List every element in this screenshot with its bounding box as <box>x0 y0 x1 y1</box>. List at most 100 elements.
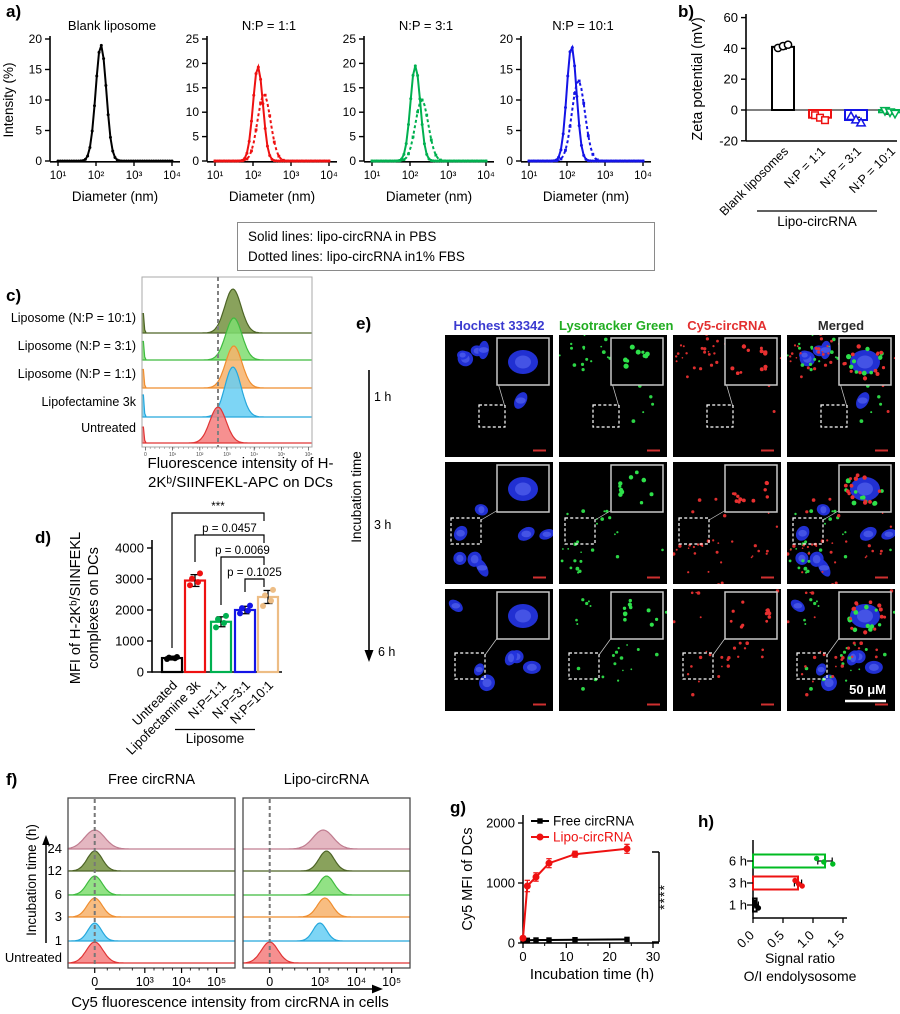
svg-text:10³: 10³ <box>283 170 300 182</box>
svg-text:20: 20 <box>500 32 514 46</box>
c-row-label: Liposome (N:P = 3:1) <box>17 339 136 353</box>
svg-text:1000: 1000 <box>486 876 515 891</box>
svg-text:10²: 10² <box>245 170 262 182</box>
svg-text:1000: 1000 <box>115 634 144 649</box>
dls-chart-1: 0 5 10 15 20 25 10¹ 10² 10³ 10⁴ Diameter (nm) N:P =… <box>186 18 338 204</box>
svg-text:2000: 2000 <box>115 603 144 618</box>
svg-text:Intensity (%): Intensity (%) <box>1 62 16 137</box>
svg-text:10²: 10² <box>402 170 419 182</box>
svg-text:O/I endolysosome: O/I endolysosome <box>744 968 857 984</box>
svg-text:10: 10 <box>500 93 514 107</box>
svg-text:Blank liposome: Blank liposome <box>68 18 156 33</box>
svg-text:20: 20 <box>602 949 616 964</box>
svg-text:0.0: 0.0 <box>734 928 757 951</box>
svg-text:10⁵: 10⁵ <box>278 452 286 458</box>
svg-text:10¹: 10¹ <box>169 452 177 458</box>
line-style-legend: Solid lines: lipo-circRNA in PBS Dotted … <box>237 222 655 272</box>
svg-text:0: 0 <box>506 154 513 168</box>
svg-text:Diameter (nm): Diameter (nm) <box>229 189 315 204</box>
svg-text:N:P = 3:1: N:P = 3:1 <box>399 18 453 33</box>
svg-text:Diameter (nm): Diameter (nm) <box>72 189 158 204</box>
legend-dotted-line: Dotted lines: lipo-circRNA in1% FBS <box>248 248 465 264</box>
svg-text:10⁶: 10⁶ <box>305 452 313 458</box>
micrograph-tile-r1c1 <box>559 462 667 584</box>
svg-text:25: 25 <box>186 32 200 46</box>
e-channel-header-hoechst: Hochest 33342 <box>453 318 545 333</box>
svg-text:Liposome: Liposome <box>186 731 245 746</box>
svg-text:10¹: 10¹ <box>521 170 538 182</box>
svg-text:0: 0 <box>144 452 147 458</box>
f-title-free: Free circRNA <box>107 772 195 788</box>
svg-text:Diameter (nm): Diameter (nm) <box>386 189 472 204</box>
svg-text:10⁴: 10⁴ <box>477 170 495 182</box>
panel-b-label: b) <box>678 2 695 21</box>
svg-text:****: **** <box>656 884 672 910</box>
f-row-label: 1 <box>54 933 62 948</box>
svg-text:Lipo-circRNA: Lipo-circRNA <box>777 214 857 229</box>
svg-text:15: 15 <box>500 63 514 77</box>
svg-text:20: 20 <box>29 32 43 46</box>
svg-text:Signal ratio: Signal ratio <box>765 950 835 966</box>
svg-text:MFI of H-2Kᵇ/SIINFEKL: MFI of H-2Kᵇ/SIINFEKL <box>68 532 84 684</box>
svg-text:60: 60 <box>724 10 738 25</box>
svg-text:1.0: 1.0 <box>794 928 817 951</box>
micrograph-tile-r0c3 <box>787 335 895 457</box>
svg-text:1 h: 1 h <box>729 898 747 913</box>
svg-text:10⁴: 10⁴ <box>347 975 366 989</box>
svg-text:10: 10 <box>559 949 573 964</box>
f-row-label: 3 <box>54 909 62 924</box>
micrograph-tile-r1c3 <box>787 462 895 584</box>
svg-text:0: 0 <box>508 936 515 951</box>
svg-text:0: 0 <box>91 975 98 989</box>
svg-text:2000: 2000 <box>486 816 515 831</box>
legend-solid-line: Solid lines: lipo-circRNA in PBS <box>248 229 437 244</box>
e-row-label-1h: 1 h <box>374 390 392 404</box>
micrograph-tile-r0c0 <box>445 335 553 457</box>
svg-text:p = 0.1025: p = 0.1025 <box>227 567 282 579</box>
panel-f-ridge-plots: 0 10³ 10⁴ 10⁵ 0 10³ 10⁴ 10⁵ <box>42 797 411 994</box>
panel-e-label: e) <box>356 314 372 333</box>
svg-text:10¹: 10¹ <box>364 170 381 182</box>
svg-text:0: 0 <box>731 103 738 118</box>
micrograph-tile-r2c1 <box>559 589 667 711</box>
f-row-label: 24 <box>47 841 62 856</box>
svg-text:10³: 10³ <box>136 975 154 989</box>
svg-text:10²: 10² <box>559 170 576 182</box>
svg-text:complexes on DCs: complexes on DCs <box>86 547 102 669</box>
svg-text:15: 15 <box>186 81 200 95</box>
svg-text:10: 10 <box>29 93 43 107</box>
svg-text:Cy5 MFI of DCs: Cy5 MFI of DCs <box>460 827 476 930</box>
panel-g-kinetics-chart: Cy5 MFI of DCs 0 1000 2000 0 10 20 30 Incubation… <box>460 814 672 984</box>
micrograph-tile-r0c2 <box>673 335 781 457</box>
svg-text:Free circRNA: Free circRNA <box>553 814 634 829</box>
svg-text:10⁵: 10⁵ <box>207 975 226 989</box>
svg-text:10⁴: 10⁴ <box>320 170 338 182</box>
f-row-label: 6 <box>54 887 62 902</box>
c-row-label: Liposome (N:P = 1:1) <box>17 367 136 381</box>
micrograph-tile-r2c3: 50 μM <box>787 589 895 711</box>
svg-text:10²: 10² <box>88 170 105 182</box>
svg-text:10¹: 10¹ <box>207 170 224 182</box>
svg-text:10³: 10³ <box>597 170 614 182</box>
svg-text:p = 0.0457: p = 0.0457 <box>202 523 257 535</box>
micrograph-tile-r1c0 <box>445 462 553 584</box>
f-row-label: Untreated <box>4 950 62 965</box>
svg-text:20: 20 <box>186 56 200 70</box>
svg-text:***: *** <box>211 501 225 513</box>
dls-chart-0: 0 5 10 15 20 10¹ 10² 10³ 10⁴ Diameter (nm) Blank l… <box>29 18 181 204</box>
e-channel-header-merged: Merged <box>817 318 865 333</box>
dls-chart-3: 0 5 10 15 20 10¹ 10² 10³ 10⁴ Diameter (nm) N:P = 1… <box>500 18 652 204</box>
svg-text:0: 0 <box>266 975 273 989</box>
svg-text:10¹: 10¹ <box>50 170 67 182</box>
svg-text:0: 0 <box>137 665 144 680</box>
svg-text:5: 5 <box>506 124 513 138</box>
c-x-axis-label: Fluorescence intensity of H- 2Kᵇ/SIINFEK… <box>147 455 334 491</box>
c-row-label: Untreated <box>81 421 136 435</box>
svg-text:20: 20 <box>343 56 357 70</box>
svg-text:10³: 10³ <box>311 975 329 989</box>
panel-b-zeta-chart: Zeta potential (mV) -20 0 20 40 60 Blank lipos… <box>690 10 900 229</box>
e-channel-header-lysotracker: Lysotracker Green <box>559 318 674 333</box>
f-row-label: 12 <box>47 863 62 878</box>
